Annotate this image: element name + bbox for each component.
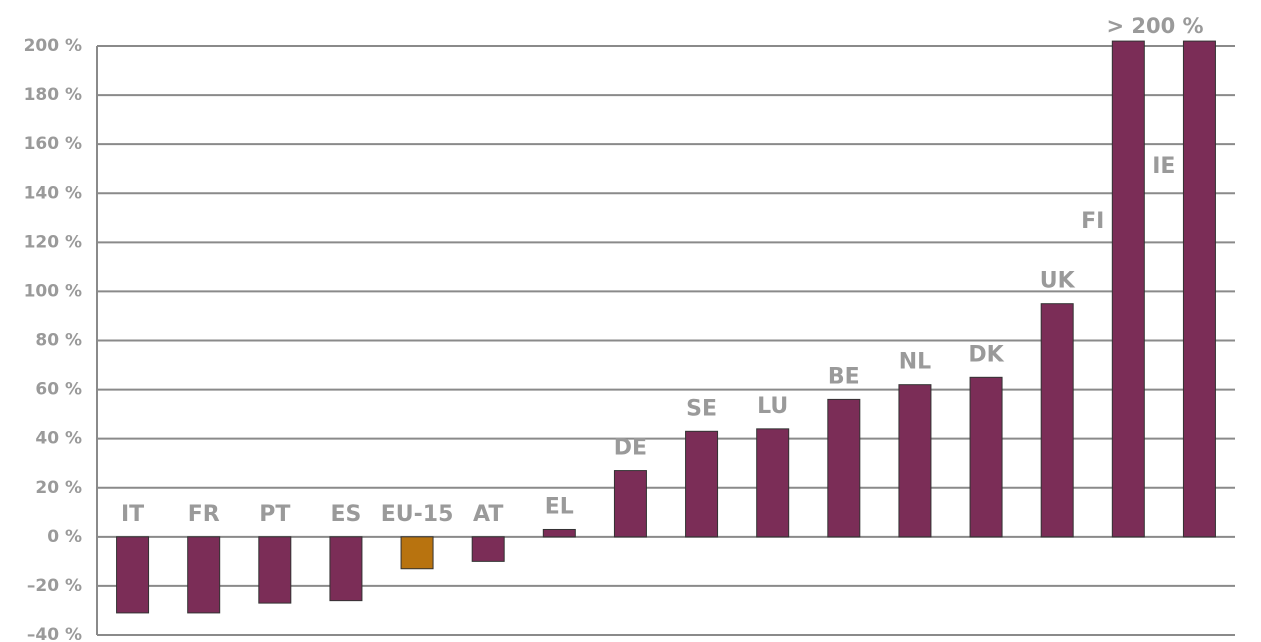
category-label: IT bbox=[121, 502, 144, 527]
category-label: PT bbox=[259, 502, 290, 527]
category-label: DE bbox=[614, 436, 647, 461]
bar bbox=[898, 384, 932, 538]
bar bbox=[258, 536, 292, 604]
y-tick-label: 120 % bbox=[24, 232, 82, 252]
y-tick-label: 100 % bbox=[24, 281, 82, 301]
y-tick-label: 0 % bbox=[47, 527, 82, 547]
y-tick-label: 80 % bbox=[35, 331, 82, 351]
bar bbox=[1182, 40, 1216, 538]
bar bbox=[1040, 303, 1074, 538]
category-label: ES bbox=[331, 502, 362, 527]
category-label: NL bbox=[899, 350, 931, 375]
bar bbox=[329, 536, 363, 602]
bar bbox=[1111, 40, 1145, 538]
category-label: FI bbox=[1081, 209, 1104, 234]
bar bbox=[827, 398, 861, 538]
category-label: AT bbox=[473, 502, 503, 527]
bar bbox=[756, 428, 790, 538]
y-tick-label: 40 % bbox=[35, 429, 82, 449]
category-label: UK bbox=[1040, 269, 1076, 294]
category-label: DK bbox=[968, 342, 1004, 367]
category-label: IE bbox=[1152, 154, 1175, 179]
bar bbox=[969, 376, 1003, 538]
annotation: > 200 % bbox=[1106, 14, 1203, 38]
bar bbox=[685, 430, 719, 538]
category-label: SE bbox=[686, 396, 717, 421]
category-label: FR bbox=[188, 502, 220, 527]
y-tick-label: 180 % bbox=[24, 85, 82, 105]
y-tick-label: –40 % bbox=[27, 625, 82, 642]
bar bbox=[400, 536, 434, 570]
bar bbox=[542, 528, 576, 538]
y-tick-label: 20 % bbox=[35, 478, 82, 498]
bar bbox=[471, 536, 505, 562]
y-tick-label: 160 % bbox=[24, 134, 82, 154]
category-label: LU bbox=[757, 394, 788, 419]
y-tick-label: –20 % bbox=[27, 576, 82, 596]
category-label: EL bbox=[545, 494, 574, 519]
y-tick-label: 140 % bbox=[24, 183, 82, 203]
bar bbox=[613, 470, 647, 538]
y-tick-label: 200 % bbox=[24, 36, 82, 56]
category-label: BE bbox=[828, 364, 860, 389]
category-label: EU-15 bbox=[381, 502, 454, 527]
y-tick-label: 60 % bbox=[35, 380, 82, 400]
bar bbox=[116, 536, 150, 614]
bar bbox=[187, 536, 221, 614]
